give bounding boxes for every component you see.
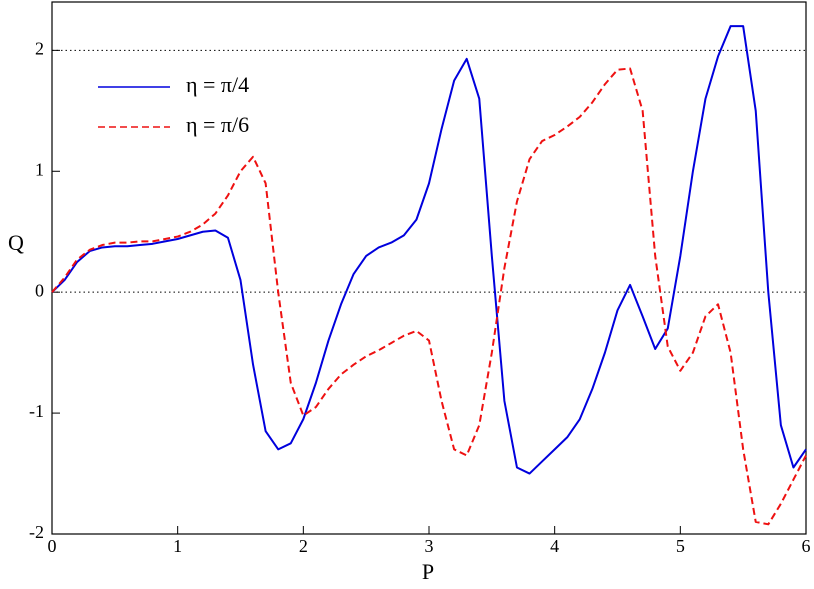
- x-tick-label: 1: [173, 536, 182, 556]
- series-line: [51, 25, 807, 475]
- x-tick-label: 3: [425, 536, 434, 556]
- x-tick-label: 4: [550, 536, 559, 556]
- y-tick-label: -2: [29, 522, 44, 542]
- x-tick-label: 6: [802, 536, 811, 556]
- y-tick-label: 0: [35, 280, 44, 300]
- series-line: [51, 67, 807, 526]
- x-axis-label: P: [422, 559, 434, 584]
- x-tick-label: 2: [299, 536, 308, 556]
- x-tick-label: 5: [676, 536, 685, 556]
- y-tick-label: -1: [29, 401, 44, 421]
- plot-frame: [51, 1, 807, 535]
- y-tick-label: 2: [35, 38, 44, 58]
- legend-label: η = π/4: [186, 72, 249, 97]
- legend-label: η = π/6: [186, 112, 249, 137]
- x-tick-label: 0: [48, 536, 57, 556]
- y-axis-label: Q: [8, 230, 24, 255]
- y-tick-label: 1: [35, 159, 44, 179]
